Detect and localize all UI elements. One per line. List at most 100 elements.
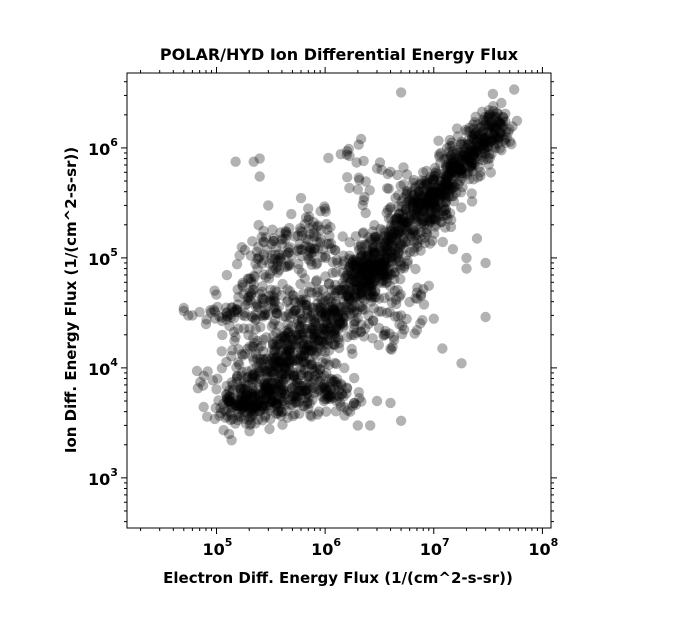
- data-point: [325, 292, 336, 303]
- data-point: [408, 174, 419, 186]
- data-point: [269, 295, 280, 306]
- data-point: [504, 124, 515, 135]
- data-point: [223, 428, 235, 440]
- data-point: [396, 219, 407, 230]
- data-point: [464, 140, 476, 151]
- data-point: [262, 389, 273, 400]
- data-point: [281, 227, 292, 238]
- data-point: [392, 284, 403, 296]
- data-point: [261, 393, 272, 404]
- data-point: [301, 398, 313, 409]
- data-point: [258, 387, 269, 398]
- data-point: [282, 412, 293, 423]
- data-point: [441, 159, 452, 171]
- data-point: [314, 318, 325, 329]
- data-point: [308, 231, 320, 242]
- data-point: [326, 315, 338, 326]
- data-point: [183, 310, 194, 321]
- data-point: [443, 191, 455, 202]
- data-point: [359, 261, 370, 272]
- data-point: [330, 376, 342, 388]
- data-point: [479, 136, 491, 148]
- data-point: [446, 166, 457, 178]
- data-point: [271, 398, 282, 409]
- data-point: [450, 162, 461, 173]
- data-point: [407, 201, 419, 213]
- data-point: [429, 170, 440, 182]
- data-point: [372, 272, 384, 283]
- data-point: [465, 161, 477, 172]
- data-point: [327, 267, 338, 278]
- data-point: [483, 105, 495, 116]
- data-point: [430, 167, 441, 179]
- data-point: [365, 278, 376, 289]
- data-point: [412, 191, 423, 203]
- data-point: [316, 371, 327, 382]
- data-point: [452, 163, 464, 174]
- data-point: [244, 323, 255, 334]
- data-point: [278, 335, 289, 346]
- data-point: [259, 393, 270, 405]
- data-point: [399, 215, 410, 227]
- data-point: [332, 332, 344, 343]
- data-point: [337, 231, 348, 242]
- data-point: [286, 383, 298, 394]
- data-point: [371, 232, 382, 243]
- data-point: [395, 180, 406, 192]
- data-point: [271, 351, 283, 362]
- data-point: [248, 156, 259, 167]
- data-point: [257, 394, 268, 406]
- data-point: [483, 149, 495, 160]
- data-point: [230, 304, 242, 315]
- data-point: [311, 346, 322, 357]
- data-point: [395, 310, 407, 321]
- data-point: [391, 298, 402, 310]
- data-point: [269, 292, 280, 303]
- data-point: [319, 203, 331, 214]
- data-point: [456, 172, 468, 184]
- data-point: [308, 246, 320, 257]
- data-point: [360, 281, 371, 292]
- data-point: [293, 354, 304, 365]
- data-point: [326, 296, 337, 307]
- data-point: [455, 165, 467, 176]
- data-point: [251, 298, 262, 309]
- data-point: [338, 322, 349, 333]
- data-point: [268, 338, 279, 350]
- data-point: [236, 370, 247, 381]
- data-point: [441, 143, 453, 154]
- data-point: [247, 404, 258, 415]
- data-point: [373, 257, 384, 269]
- data-point: [378, 249, 389, 261]
- data-point: [250, 371, 261, 382]
- data-point: [241, 366, 253, 377]
- data-point: [308, 221, 319, 232]
- data-point: [363, 310, 374, 321]
- data-point: [335, 149, 346, 160]
- data-point: [302, 378, 313, 390]
- data-point: [404, 195, 415, 206]
- data-point: [296, 389, 307, 400]
- data-point: [323, 294, 334, 305]
- data-point: [232, 401, 244, 412]
- data-point: [391, 213, 403, 224]
- data-point: [396, 196, 407, 207]
- data-point: [363, 318, 374, 329]
- data-point: [295, 244, 306, 255]
- data-point: [397, 320, 408, 331]
- data-point: [226, 377, 237, 388]
- data-point: [298, 339, 309, 350]
- data-point: [367, 279, 378, 290]
- data-point: [308, 388, 320, 399]
- data-point: [370, 269, 381, 281]
- data-point: [293, 377, 304, 388]
- data-point: [416, 211, 427, 223]
- data-point: [368, 267, 380, 278]
- data-point: [272, 308, 283, 319]
- data-point: [311, 350, 322, 361]
- data-point: [305, 379, 316, 391]
- data-point: [295, 223, 306, 234]
- data-point: [287, 399, 298, 410]
- data-point: [307, 344, 318, 355]
- data-point: [486, 120, 498, 131]
